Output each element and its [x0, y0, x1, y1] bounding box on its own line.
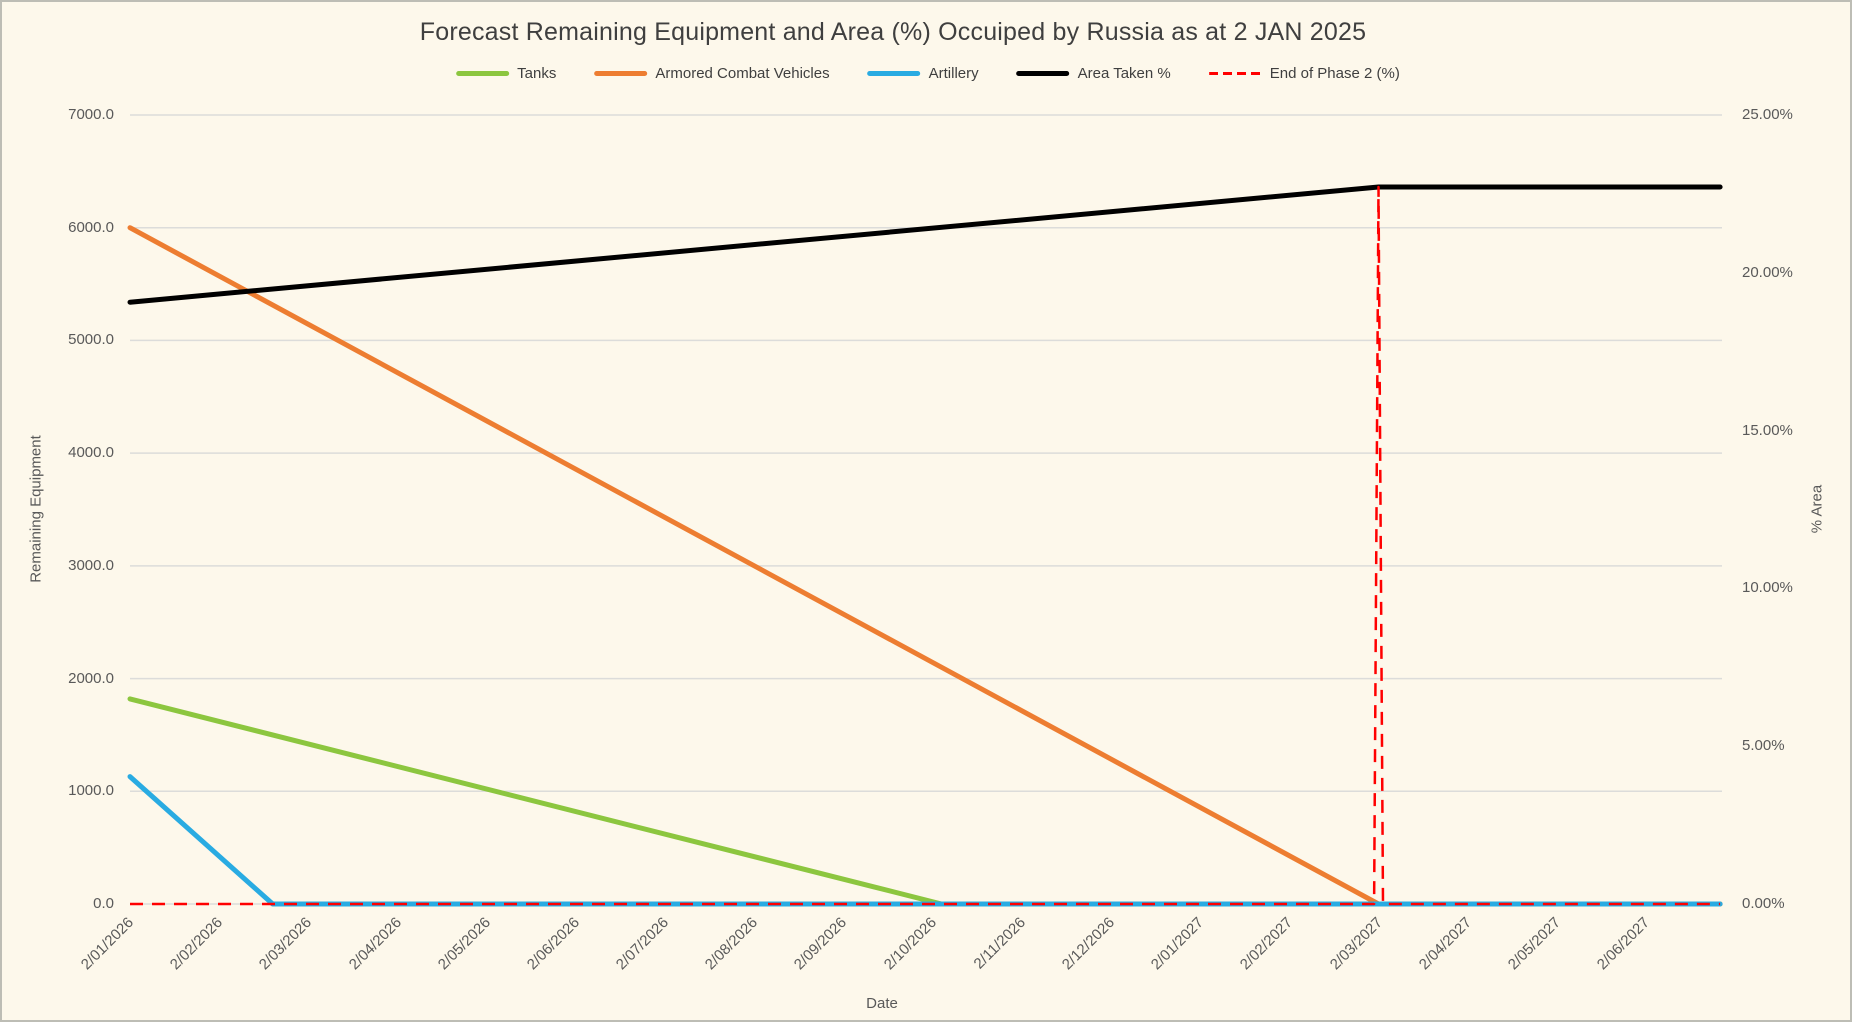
right-axis-tick-label: 25.00%: [1742, 106, 1793, 123]
legend-label: Armored Combat Vehicles: [655, 65, 830, 82]
right-axis-title: % Area: [1808, 484, 1826, 534]
left-axis-tick-label: 1000.0: [68, 782, 114, 800]
legend-line-swatch: [1016, 71, 1070, 76]
legend-label: End of Phase 2 (%): [1269, 65, 1400, 82]
legend-item-end-of-phase-2-: End of Phase 2 (%): [1208, 65, 1400, 82]
right-axis-tick-label: 20.00%: [1742, 263, 1793, 281]
right-axis-tick-label: 0.00%: [1742, 895, 1785, 912]
series-line-area-taken-: [127, 184, 1723, 305]
legend-item-area-taken-: Area Taken %: [1016, 65, 1171, 82]
left-axis-tick-label: 2000.0: [68, 669, 114, 687]
chart-title: Forecast Remaining Equipment and Area (%…: [419, 18, 1367, 46]
series-line-end-of-phase-2-: [130, 185, 1721, 906]
left-axis-tick-label: 0.0: [93, 895, 114, 912]
left-axis-tick-label: 6000.0: [68, 218, 114, 236]
legend-line-swatch: [456, 71, 510, 76]
right-axis-tick-label: 15.00%: [1742, 421, 1793, 439]
series-line-artillery: [127, 774, 1723, 907]
legend-line-swatch: [594, 71, 648, 76]
left-axis-tick-label: 5000.0: [68, 331, 114, 349]
left-axis-tick-label: 3000.0: [68, 556, 114, 574]
left-axis-tick-label: 7000.0: [68, 106, 114, 123]
left-axis-title: Remaining Equipment: [27, 435, 45, 583]
legend-dashed-line-swatch: [1208, 72, 1262, 75]
legend-label: Artillery: [928, 65, 979, 82]
right-axis-tick-label: 5.00%: [1742, 737, 1785, 755]
x-axis-title: Date: [866, 995, 898, 1012]
legend-item-armored-combat-vehicles: Armored Combat Vehicles: [594, 65, 830, 82]
legend-line-swatch: [867, 71, 921, 76]
legend-label: Area Taken %: [1077, 65, 1171, 82]
right-axis-tick-label: 10.00%: [1742, 579, 1793, 597]
legend-item-tanks: Tanks: [456, 65, 556, 82]
left-axis-tick-label: 4000.0: [68, 444, 114, 462]
legend-label: Tanks: [517, 65, 557, 82]
legend: Tanks Armored Combat Vehicles Artillery Are…: [456, 65, 1400, 82]
series-line-tanks: [127, 696, 1723, 907]
legend-item-artillery: Artillery: [867, 65, 979, 82]
